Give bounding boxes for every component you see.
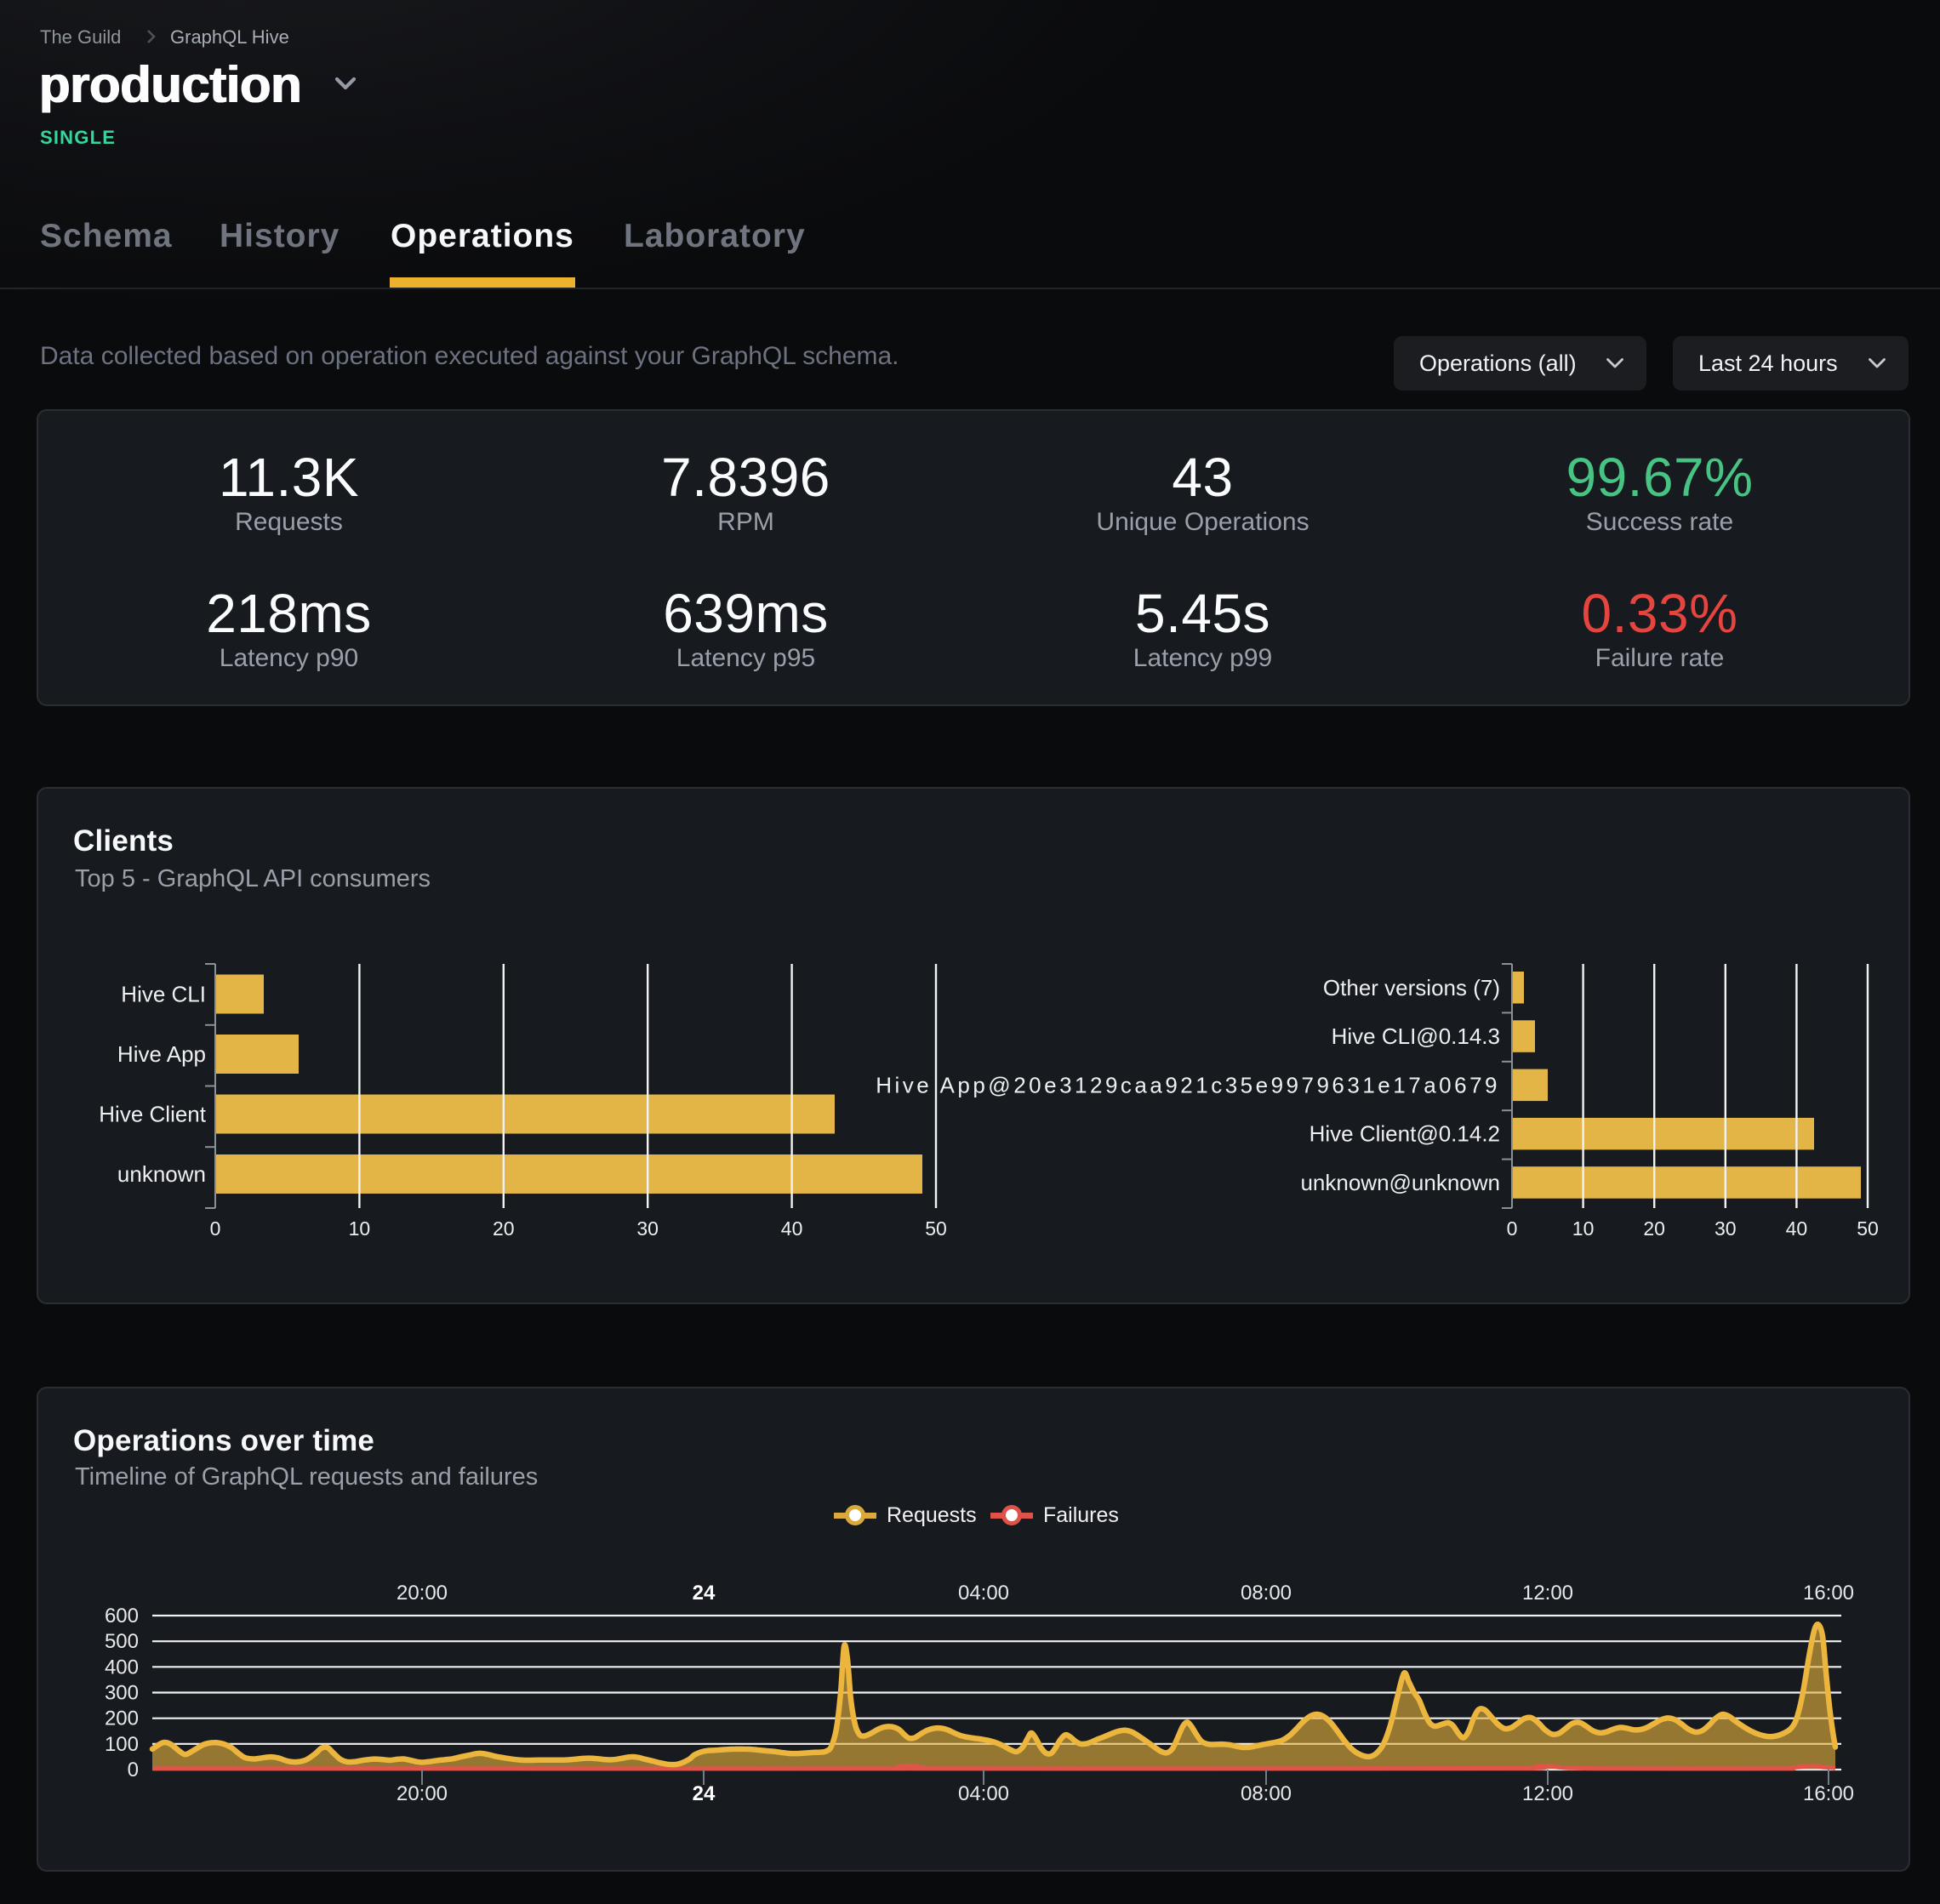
svg-text:600: 600 bbox=[105, 1605, 139, 1628]
svg-text:Other versions (7): Other versions (7) bbox=[1323, 975, 1500, 1000]
svg-text:50: 50 bbox=[1857, 1217, 1879, 1240]
svg-text:40: 40 bbox=[781, 1217, 803, 1240]
svg-text:500: 500 bbox=[105, 1630, 139, 1653]
svg-text:10: 10 bbox=[1572, 1217, 1595, 1240]
svg-text:100: 100 bbox=[105, 1733, 139, 1756]
svg-text:Hive CLI@0.14.3: Hive CLI@0.14.3 bbox=[1332, 1023, 1500, 1049]
svg-text:16:00: 16:00 bbox=[1803, 1782, 1854, 1805]
svg-text:Hive App: Hive App bbox=[117, 1041, 206, 1067]
svg-text:04:00: 04:00 bbox=[958, 1782, 1009, 1805]
svg-text:12:00: 12:00 bbox=[1522, 1782, 1573, 1805]
svg-text:400: 400 bbox=[105, 1656, 139, 1679]
svg-text:20: 20 bbox=[493, 1217, 515, 1240]
svg-text:12:00: 12:00 bbox=[1522, 1582, 1573, 1605]
svg-text:Hive Client@0.14.2: Hive Client@0.14.2 bbox=[1310, 1121, 1500, 1147]
svg-text:Hive CLI: Hive CLI bbox=[121, 982, 206, 1007]
svg-text:20:00: 20:00 bbox=[397, 1782, 448, 1805]
svg-text:Hive Client: Hive Client bbox=[99, 1102, 206, 1127]
svg-text:24: 24 bbox=[693, 1582, 716, 1605]
svg-text:16:00: 16:00 bbox=[1803, 1582, 1854, 1605]
svg-text:20:00: 20:00 bbox=[397, 1582, 448, 1605]
svg-text:10: 10 bbox=[349, 1217, 371, 1240]
svg-text:200: 200 bbox=[105, 1707, 139, 1730]
svg-text:40: 40 bbox=[1786, 1217, 1808, 1240]
svg-text:04:00: 04:00 bbox=[958, 1582, 1009, 1605]
svg-text:unknown@unknown: unknown@unknown bbox=[1300, 1170, 1500, 1195]
svg-text:300: 300 bbox=[105, 1682, 139, 1705]
svg-text:0: 0 bbox=[128, 1759, 139, 1781]
svg-text:08:00: 08:00 bbox=[1241, 1782, 1292, 1805]
svg-text:30: 30 bbox=[636, 1217, 659, 1240]
svg-text:08:00: 08:00 bbox=[1241, 1582, 1292, 1605]
svg-text:0: 0 bbox=[210, 1217, 221, 1240]
svg-text:Hive App@20e3129caa921c35e9979: Hive App@20e3129caa921c35e9979631e17a067… bbox=[876, 1072, 1500, 1097]
svg-text:unknown: unknown bbox=[117, 1161, 206, 1187]
svg-text:50: 50 bbox=[925, 1217, 947, 1240]
svg-text:24: 24 bbox=[693, 1782, 716, 1805]
svg-text:0: 0 bbox=[1507, 1217, 1518, 1240]
svg-text:30: 30 bbox=[1715, 1217, 1737, 1240]
svg-text:20: 20 bbox=[1643, 1217, 1665, 1240]
